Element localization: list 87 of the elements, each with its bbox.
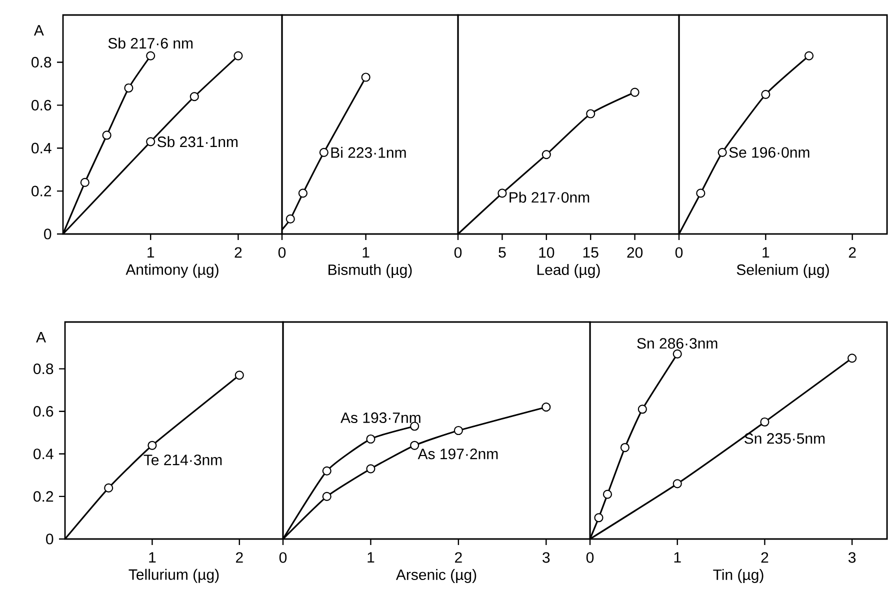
x-tick-label: 2 [455, 552, 462, 563]
point [620, 442, 630, 452]
point [234, 51, 243, 60]
point [454, 426, 463, 436]
x-axis-title: Tin (µg) [713, 569, 764, 583]
series-label: As 193·7nm [340, 412, 420, 424]
point [586, 109, 596, 118]
point [322, 492, 332, 501]
x-tick-label: 20 [627, 247, 643, 258]
x-axis-title: Antimony (µg) [126, 264, 218, 278]
point [410, 440, 420, 450]
point [760, 417, 770, 427]
x-tick-label: 1 [368, 552, 374, 563]
x-axis-title: Selenium (µg) [736, 264, 829, 278]
x-tick-label: 0 [675, 247, 683, 258]
point [542, 402, 551, 412]
x-axis-title: Bismuth (µg) [328, 264, 412, 278]
x-tick-label: 1 [674, 552, 681, 563]
x-tick-label: 2 [848, 247, 856, 258]
series-label: Sb 231·1nm [157, 136, 238, 148]
series-label: Sn 286·3nm [637, 338, 718, 349]
point [718, 148, 727, 157]
series-label: Te 214·3nm [144, 454, 222, 466]
point [696, 188, 706, 198]
x-tick-label: 10 [539, 247, 554, 258]
point [672, 479, 682, 488]
x-axis-title: Arsenic (µg) [396, 569, 476, 583]
point [148, 440, 157, 450]
point [190, 92, 199, 102]
x-tick-label: 3 [542, 552, 550, 563]
point [361, 72, 370, 82]
x-axis-title: Tellurium (µg) [128, 568, 219, 583]
point [319, 148, 328, 157]
x-axis-title: Lead (µg) [537, 264, 600, 278]
x-tick-label: 2 [761, 552, 768, 563]
x-tick-label: 2 [236, 552, 243, 563]
point [602, 490, 612, 499]
y-tick-label: 0.6 [34, 406, 54, 417]
point [146, 51, 156, 60]
x-tick-label: 5 [498, 247, 506, 258]
x-tick-label: 1 [762, 247, 770, 258]
point [104, 483, 114, 492]
point [542, 150, 551, 160]
series-label: Bi 223·1nm [331, 146, 406, 158]
point [234, 370, 244, 380]
point [80, 178, 90, 188]
x-tick-label: 2 [234, 247, 242, 258]
y-tick-label: 0.8 [34, 363, 54, 374]
x-tick-label: 1 [362, 247, 370, 258]
x-tick-label: 0 [586, 552, 594, 563]
point [124, 83, 134, 93]
y-axis-title: A [36, 332, 46, 342]
x-tick-label: 1 [148, 247, 154, 258]
point [672, 349, 682, 358]
y-tick-label: 0.2 [34, 491, 54, 502]
series-label: As 197·2nm [418, 448, 498, 460]
y-tick-label: 0.8 [32, 56, 52, 68]
series-label: Pb 217·0nm [510, 192, 590, 203]
x-tick-label: 0 [279, 552, 287, 563]
x-tick-label: 3 [848, 552, 856, 563]
y-tick-label: 0.2 [32, 186, 52, 196]
point [366, 464, 376, 474]
point [146, 137, 156, 146]
point [286, 214, 295, 224]
y-tick-label: 0.6 [32, 100, 52, 110]
series-label: Se 196·0nm [729, 147, 810, 158]
x-tick-label: 1 [149, 552, 156, 563]
point [638, 404, 647, 414]
point [848, 354, 857, 363]
point [630, 88, 640, 97]
point [322, 466, 332, 476]
y-tick-label: 0 [44, 228, 52, 240]
point [804, 51, 814, 60]
x-tick-label: 15 [583, 247, 598, 258]
x-tick-label: 0 [454, 247, 462, 258]
y-tick-label: 0.4 [32, 142, 52, 154]
y-tick-label: 0.4 [34, 448, 54, 460]
x-tick-label: 0 [278, 247, 286, 258]
point [102, 130, 112, 140]
point [298, 188, 308, 198]
series-label: Sb 217·6 nm [108, 38, 193, 49]
point [761, 90, 770, 99]
y-axis-title: A [34, 25, 44, 36]
point [498, 188, 507, 198]
y-tick-label: 0 [46, 534, 54, 544]
point [366, 434, 376, 444]
point [594, 513, 604, 522]
